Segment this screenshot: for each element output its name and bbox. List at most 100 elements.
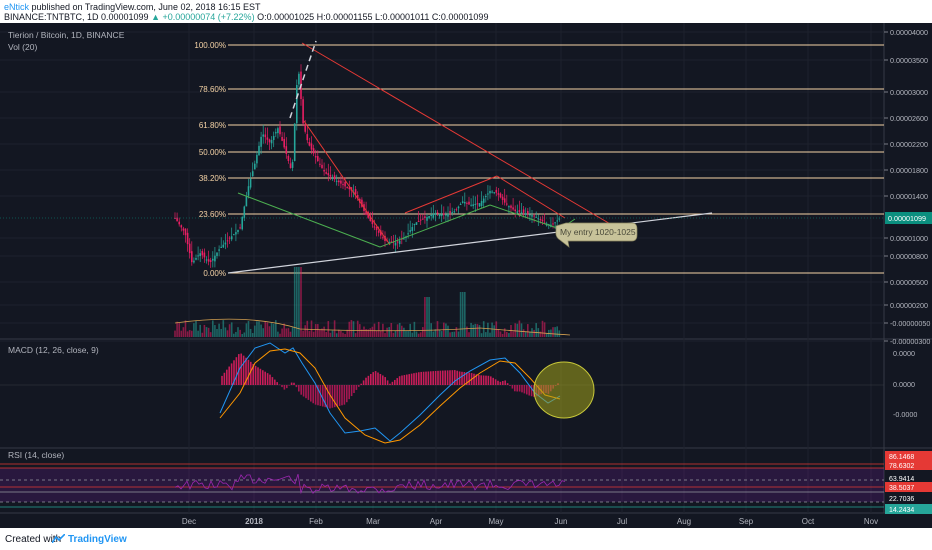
- volume-bar: [302, 330, 304, 337]
- macd-histogram-bar: [319, 385, 322, 406]
- candle-body: [531, 215, 533, 217]
- macd-histogram-bar: [492, 377, 494, 385]
- candle-body: [254, 163, 256, 170]
- volume-bar: [468, 332, 470, 337]
- macd-histogram-bar: [509, 385, 511, 386]
- candle-body: [436, 212, 439, 214]
- candle-body: [312, 148, 315, 154]
- macd-histogram-bar: [269, 374, 271, 385]
- volume-bar: [270, 323, 273, 337]
- trendline-green-lower-left[interactable]: [237, 192, 381, 248]
- chart-area[interactable]: Tierion / Bitcoin, 1D, BINANCE Vol (20) …: [0, 23, 932, 528]
- macd-highlight-circle[interactable]: [533, 361, 595, 419]
- time-tick-label: Apr: [430, 517, 443, 526]
- candle-body: [321, 164, 323, 168]
- volume-bars: [174, 267, 571, 337]
- candle-body: [482, 198, 485, 203]
- macd-histogram-bar: [348, 385, 350, 400]
- candle-body: [361, 199, 363, 207]
- candle-body: [262, 134, 264, 137]
- macd-histogram-bar: [223, 372, 226, 385]
- trendline-red-upper-wedge[interactable]: [303, 120, 391, 246]
- volume-bar: [283, 323, 285, 337]
- trendline-green-lower-mid[interactable]: [379, 204, 491, 248]
- volume-bar: [195, 321, 197, 337]
- fibonacci-retracement[interactable]: 100.00% 78.60% 61.80% 50.00% 38.20% 23.60% 0.0…: [194, 41, 884, 278]
- volume-bar: [451, 331, 453, 337]
- volume-bar: [438, 329, 441, 337]
- macd-histogram-bar: [264, 371, 266, 385]
- trendline-red-wedge-right[interactable]: [496, 175, 566, 219]
- macd-histogram-bar: [514, 385, 516, 392]
- trendline-white-support[interactable]: [227, 212, 713, 274]
- candle-body: [371, 219, 374, 225]
- macd-histogram-bar: [331, 385, 334, 408]
- chart-svg[interactable]: Tierion / Bitcoin, 1D, BINANCE Vol (20) …: [0, 23, 932, 528]
- trendline-green-lower-right[interactable]: [489, 204, 561, 230]
- candle-body: [419, 219, 422, 221]
- rsi-pane-title: RSI (14, close): [8, 450, 64, 460]
- volume-bar: [403, 327, 405, 337]
- trendline-dashed-pump[interactable]: [289, 40, 317, 119]
- candle-body: [506, 203, 508, 205]
- macd-histogram-bar: [353, 385, 355, 393]
- macd-histogram-bar: [288, 385, 290, 386]
- volume-bar: [388, 327, 390, 337]
- macd-histogram-bar: [295, 385, 298, 388]
- last-price-label: 0.00001099: [888, 214, 926, 223]
- volume-bar: [363, 326, 365, 337]
- volume-bar: [266, 322, 269, 337]
- candle-body: [424, 216, 426, 219]
- volume-bar: [180, 330, 183, 337]
- volume-bar: [556, 326, 558, 337]
- macd-histogram-bar: [482, 375, 485, 385]
- publication-header: eNtick published on TradingView.com, Jun…: [0, 0, 932, 23]
- macd-histogram-bar: [394, 379, 396, 385]
- volume-bar: [440, 331, 443, 337]
- volume-bar: [218, 323, 220, 337]
- macd-histogram-bar: [257, 367, 259, 385]
- tradingview-brand-link[interactable]: TradingView: [68, 534, 127, 545]
- candle-body: [558, 218, 561, 220]
- published-text: published on TradingView.com, June 02, 2…: [29, 2, 261, 12]
- macd-histogram-bar: [413, 373, 415, 385]
- candle-body: [319, 163, 321, 165]
- volume-bar: [291, 326, 294, 337]
- candle-body: [233, 234, 235, 236]
- volume-bar: [344, 333, 346, 337]
- entry-callout[interactable]: My entry 1020-1025: [555, 222, 638, 248]
- macd-histogram-bar: [290, 382, 293, 385]
- volume-bar: [449, 332, 451, 337]
- candle-body: [457, 206, 460, 209]
- candle-body: [478, 203, 481, 207]
- volume-bar: [533, 329, 535, 337]
- trendline-red-wedge-left[interactable]: [404, 175, 498, 214]
- rsi-band: [0, 468, 884, 502]
- volume-bar: [314, 324, 317, 337]
- macd-histogram-bar: [475, 374, 478, 385]
- macd-histogram-bar: [379, 373, 382, 385]
- volume-bar: [514, 323, 516, 337]
- candle-body: [447, 213, 449, 217]
- macd-histogram-bar: [444, 370, 446, 385]
- volume-bar: [230, 322, 233, 337]
- author-link[interactable]: eNtick: [4, 2, 30, 12]
- trendline-red-main[interactable]: [301, 42, 613, 226]
- macd-histogram-bar: [365, 377, 367, 385]
- publication-line: eNtick published on TradingView.com, Jun…: [4, 2, 261, 12]
- macd-histogram-bar: [487, 375, 490, 385]
- candle-body: [541, 219, 544, 222]
- candle-body: [356, 194, 359, 199]
- candle-body: [275, 132, 277, 134]
- volume-bar: [407, 330, 409, 337]
- macd-histogram-bar: [341, 385, 343, 406]
- volume-bar: [371, 326, 374, 337]
- volume-bar: [384, 333, 386, 337]
- candle-body: [453, 211, 456, 213]
- volume-bar: [214, 325, 216, 337]
- rsi-tag-box: [885, 460, 932, 470]
- macd-histogram-bar: [233, 360, 235, 385]
- candle-body: [464, 202, 466, 204]
- trendlines[interactable]: [227, 40, 713, 274]
- volume-bar: [354, 333, 357, 337]
